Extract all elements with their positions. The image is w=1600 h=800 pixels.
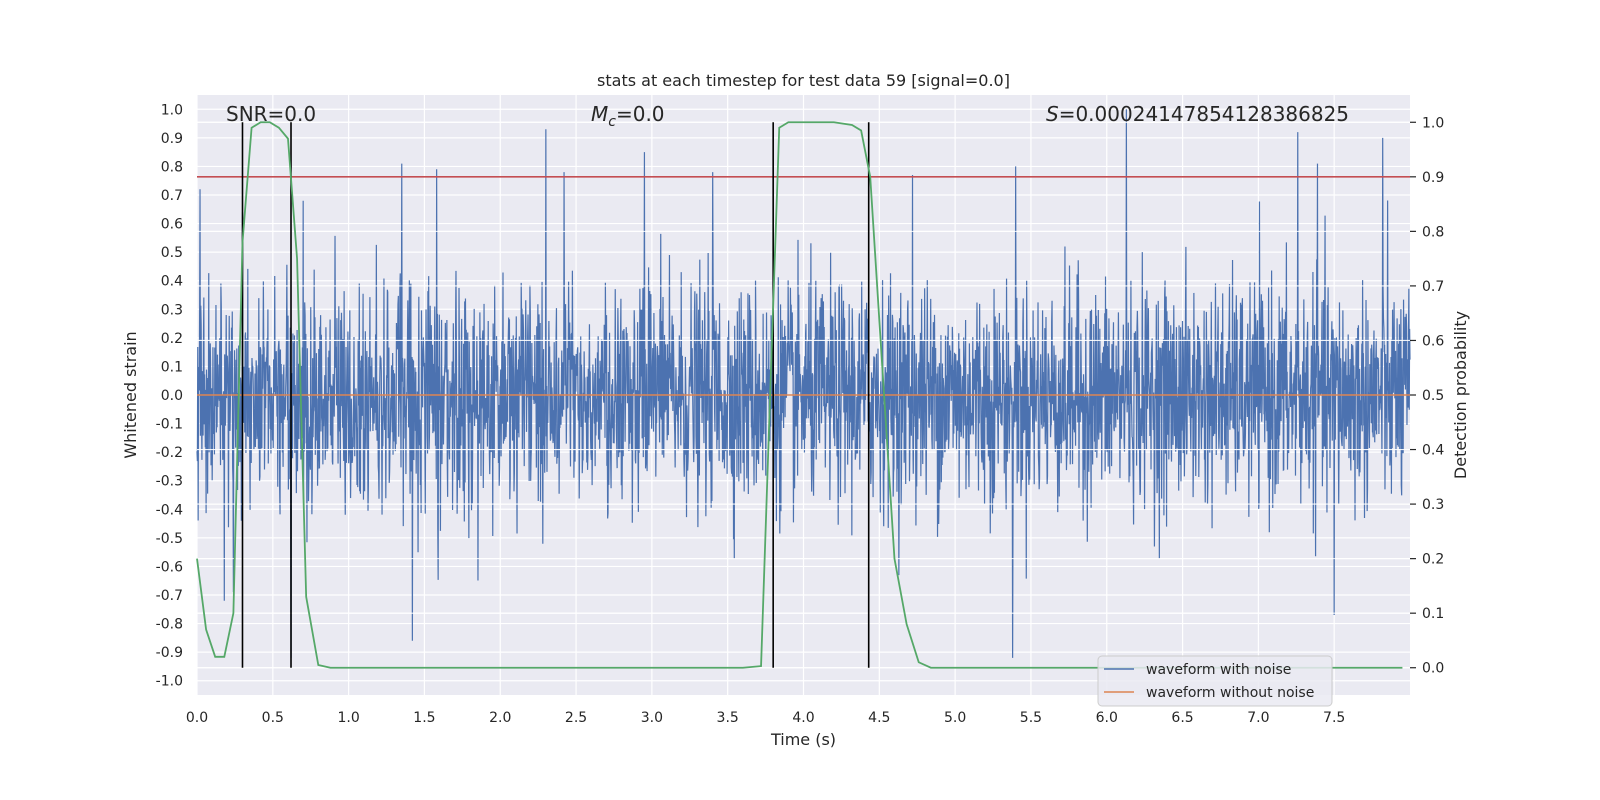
y-left-tick-label: -0.5: [156, 531, 183, 547]
series-detection-probability: [196, 121, 1403, 669]
x-tick-label: 5.5: [1020, 710, 1042, 726]
tick-labels: 0.0 0.5 1.0 1.5 2.0 2.5 3.0 3.5 4.0 4.5 5.0 5.5 6.0 6…: [156, 102, 1445, 726]
y-right-tick-label: 0.0: [1422, 661, 1444, 677]
y-right-tick-label: 0.3: [1422, 497, 1444, 513]
y-right-tick-label: 0.8: [1422, 224, 1444, 240]
y-right-tick-label: 1.0: [1422, 115, 1444, 131]
x-tick-label: 1.5: [413, 710, 435, 726]
x-tick-label: 4.5: [868, 710, 890, 726]
snr-annotation: SNR=0.0: [226, 102, 316, 126]
legend: waveform with noise waveform without noi…: [1097, 655, 1333, 707]
y-left-tick-label: -0.9: [156, 645, 183, 661]
y-left-tick-label: 0.8: [161, 159, 183, 175]
x-tick-label: 0.5: [262, 710, 284, 726]
s-symbol: S: [1046, 102, 1059, 126]
series-layer: [196, 109, 1411, 669]
y-left-tick-label: -0.6: [156, 559, 183, 575]
y-right-tick-label: 0.6: [1422, 333, 1444, 349]
legend-box: [1097, 655, 1333, 707]
x-tick-label: 5.0: [944, 710, 966, 726]
y-left-tick-label: 1.0: [161, 102, 183, 118]
y-left-tick-label: 0.9: [161, 131, 183, 147]
y-left-tick-label: 0.1: [161, 359, 183, 375]
y-right-tick-label: 0.4: [1422, 443, 1444, 459]
y-left-tick-label: 0.4: [161, 274, 183, 290]
x-tick-label: 7.0: [1247, 710, 1269, 726]
y-axis-right-label: Detection probability: [1451, 311, 1470, 479]
y-left-tick-label: -0.1: [156, 417, 183, 433]
y-axis-left-label: Whitened strain: [121, 331, 140, 458]
mc-subscript: c: [608, 114, 616, 130]
y-left-tick-label: 0.2: [161, 331, 183, 347]
x-tick-label: 4.0: [792, 710, 814, 726]
mc-symbol: M: [591, 102, 608, 126]
y-left-tick-label: -0.2: [156, 445, 183, 461]
y-left-tick-label: -0.3: [156, 474, 183, 490]
x-tick-label: 0.0: [186, 710, 208, 726]
y-left-tick-label: -1.0: [156, 674, 183, 690]
s-value: =0.00024147854128386825: [1059, 102, 1349, 126]
x-tick-label: 2.5: [565, 710, 587, 726]
mc-value: =0.0: [616, 102, 665, 126]
y-right-tick-label: 0.7: [1422, 279, 1444, 295]
y-right-tick-label: 0.9: [1422, 170, 1444, 186]
y-left-tick-label: -0.8: [156, 617, 183, 633]
x-tick-label: 1.0: [337, 710, 359, 726]
chirp-mass-annotation: Mc=0.0: [591, 102, 665, 130]
x-tick-label: 3.5: [717, 710, 739, 726]
y-right-tick-label: 0.5: [1422, 388, 1444, 404]
x-tick-label: 7.5: [1323, 710, 1345, 726]
y-left-tick-label: 0.7: [161, 188, 183, 204]
x-tick-label: 3.0: [641, 710, 663, 726]
y-right-tick-label: 0.1: [1422, 606, 1444, 622]
x-tick-label: 6.5: [1171, 710, 1193, 726]
chart-title: stats at each timestep for test data 59 …: [597, 71, 1010, 90]
y-left-tick-label: -0.4: [156, 502, 183, 518]
legend-label-waveform-without-noise: waveform without noise: [1146, 685, 1314, 701]
y-left-tick-label: 0.3: [161, 302, 183, 318]
y-left-tick-label: 0.6: [161, 217, 183, 233]
y-left-tick-label: 0.0: [161, 388, 183, 404]
y-left-tick-label: -0.7: [156, 588, 183, 604]
y-left-tick-label: 0.5: [161, 245, 183, 261]
x-tick-label: 6.0: [1096, 710, 1118, 726]
legend-label-waveform-with-noise: waveform with noise: [1146, 662, 1291, 678]
s-annotation: S=0.00024147854128386825: [1046, 102, 1349, 126]
y-right-tick-label: 0.2: [1422, 552, 1444, 568]
x-axis-label: Time (s): [770, 730, 836, 749]
x-tick-label: 2.0: [489, 710, 511, 726]
series-waveform-with-noise: [196, 109, 1411, 658]
